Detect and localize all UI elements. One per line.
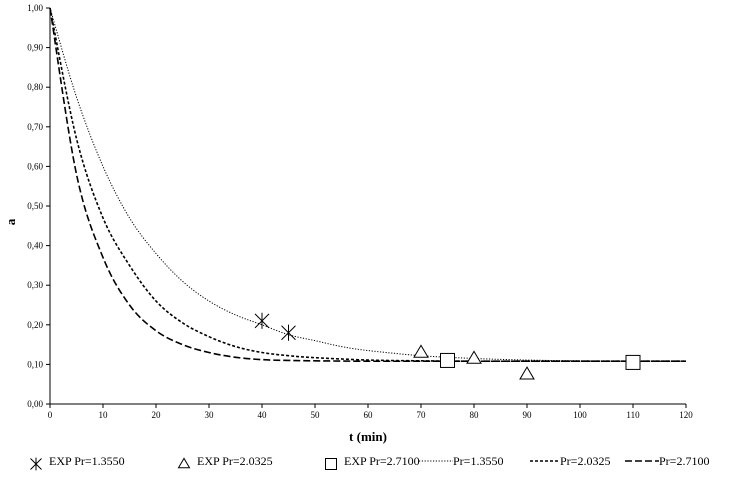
x-axis-title: t (min) — [349, 429, 387, 444]
legend-item: Pr=1.3550 — [419, 454, 503, 468]
legend-item: EXP Pr=2.7100 — [325, 454, 420, 470]
marker-square — [325, 458, 337, 470]
marker-asterisk — [30, 457, 42, 471]
y-axis-title: a — [3, 218, 18, 225]
marker-square — [625, 354, 641, 370]
marker-triangle — [177, 457, 191, 469]
y-tick-label: 0,20 — [27, 320, 43, 330]
y-tick-label: 0,40 — [27, 241, 43, 251]
y-tick-label: 0,70 — [27, 122, 43, 132]
y-tick-label: 0,30 — [27, 280, 43, 290]
legend-item: Pr=2.0325 — [530, 454, 610, 468]
marker-triangle — [466, 350, 482, 364]
experimental-points — [254, 312, 641, 380]
marker-square — [440, 352, 455, 368]
y-tick-label: 0,50 — [27, 201, 43, 211]
legend-label: EXP Pr=2.7100 — [344, 454, 420, 468]
y-tick-label: 0,90 — [27, 43, 43, 53]
axes: 0 10 20 30 40 50 60 70 80 90 100 110 120 0,00 0,10 0,20… — [27, 3, 693, 420]
x-tick-label: 120 — [679, 410, 693, 420]
curve-short-dash — [49, 7, 686, 363]
x-tick-label: 80 — [470, 410, 480, 420]
legend-label: Pr=2.7100 — [659, 454, 709, 468]
legend-label: EXP Pr=1.3550 — [49, 454, 125, 468]
x-tick-label: 40 — [258, 410, 268, 420]
model-curves — [49, 7, 687, 363]
x-tick-label: 60 — [364, 410, 374, 420]
x-tick-label: 90 — [523, 410, 533, 420]
legend-label: EXP Pr=2.0325 — [197, 454, 273, 468]
legend-label: Pr=2.0325 — [560, 454, 610, 468]
x-tick-label: 100 — [573, 410, 587, 420]
x-tick-label: 0 — [48, 410, 53, 420]
y-tick-label: 0,60 — [27, 161, 43, 171]
legend-item: EXP Pr=1.3550 — [30, 454, 125, 471]
legend-item: EXP Pr=2.0325 — [177, 454, 273, 469]
y-tick-label: 1,00 — [27, 3, 43, 13]
x-tick-label: 10 — [99, 410, 109, 420]
curve-long-dash — [49, 7, 686, 363]
marker-asterisk — [281, 324, 296, 341]
x-tick-label: 30 — [205, 410, 215, 420]
legend-label: Pr=1.3550 — [453, 454, 503, 468]
legend: EXP Pr=1.3550 EXP Pr=2.0325 EXP Pr=2.7100 P… — [30, 454, 709, 471]
y-tick-label: 0,80 — [27, 82, 43, 92]
x-tick-label: 110 — [626, 410, 640, 420]
legend-item: Pr=2.7100 — [625, 454, 709, 468]
marker-asterisk — [254, 312, 270, 329]
x-tick-label: 50 — [311, 410, 321, 420]
y-tick-label: 0,00 — [27, 399, 43, 409]
x-tick-label: 20 — [152, 410, 162, 420]
marker-triangle — [413, 344, 429, 358]
y-tick-label: 0,10 — [27, 359, 43, 369]
marker-triangle — [519, 366, 535, 380]
curve-dotted — [49, 7, 687, 362]
x-tick-label: 70 — [417, 410, 427, 420]
